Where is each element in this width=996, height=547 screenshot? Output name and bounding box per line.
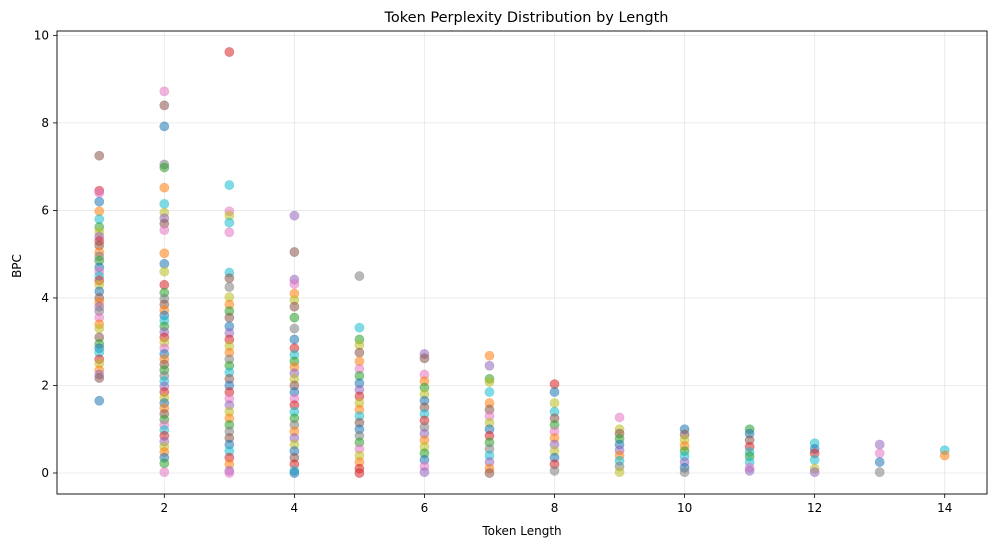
data-point xyxy=(159,248,170,259)
data-point xyxy=(419,467,430,478)
y-tick-label: 6 xyxy=(41,203,49,217)
data-point xyxy=(224,273,235,284)
data-point xyxy=(354,347,365,358)
y-tick-label: 0 xyxy=(41,466,49,480)
plot-frame xyxy=(56,30,988,495)
y-tick-label: 10 xyxy=(34,28,49,42)
data-point xyxy=(159,100,170,111)
data-point xyxy=(289,247,300,257)
data-point xyxy=(94,188,105,198)
x-tick-label: 12 xyxy=(807,501,822,515)
data-point xyxy=(159,182,170,193)
data-point xyxy=(809,454,820,465)
chart-title: Token Perplexity Distribution by Length xyxy=(384,10,669,26)
data-point xyxy=(939,450,950,461)
data-point xyxy=(289,334,300,345)
data-point xyxy=(159,467,170,478)
data-point xyxy=(224,47,235,57)
y-axis-ticks: 0 2 4 6 8 10 xyxy=(34,28,57,480)
data-point xyxy=(224,312,235,323)
data-point xyxy=(549,398,560,408)
data-point xyxy=(484,468,495,478)
y-axis-label: BPC xyxy=(10,254,24,278)
data-point xyxy=(874,457,885,467)
data-point xyxy=(809,467,820,478)
data-point xyxy=(94,373,105,383)
data-point xyxy=(874,467,885,478)
data-point xyxy=(159,162,170,173)
data-point xyxy=(744,465,755,476)
data-point xyxy=(484,377,495,387)
data-point xyxy=(289,312,300,323)
data-point xyxy=(224,282,235,292)
x-tick-label: 10 xyxy=(677,501,692,515)
x-tick-label: 4 xyxy=(291,501,299,515)
data-point xyxy=(484,350,495,361)
data-point xyxy=(159,225,170,236)
data-point xyxy=(159,266,170,277)
data-point xyxy=(224,227,235,238)
x-tick-label: 8 xyxy=(551,501,559,515)
x-tick-label: 14 xyxy=(937,501,952,515)
data-point xyxy=(354,468,365,478)
data-point xyxy=(224,180,235,190)
data-point xyxy=(159,198,170,209)
data-point xyxy=(159,86,170,97)
data-point xyxy=(354,322,365,333)
x-axis-label: Token Length xyxy=(481,524,561,538)
x-tick-label: 2 xyxy=(160,501,168,515)
data-point xyxy=(614,467,625,478)
data-point xyxy=(289,279,300,289)
data-point xyxy=(549,465,560,476)
data-point xyxy=(679,467,690,478)
x-tick-label: 6 xyxy=(421,501,429,515)
data-point xyxy=(484,387,495,397)
data-point xyxy=(354,271,365,281)
y-tick-label: 8 xyxy=(41,116,49,130)
data-points xyxy=(94,47,950,478)
data-point xyxy=(874,448,885,459)
data-point xyxy=(94,395,105,406)
data-point xyxy=(224,217,235,228)
x-axis-ticks: 2 4 6 8 10 12 14 xyxy=(160,494,952,515)
y-tick-label: 4 xyxy=(41,291,49,305)
data-point xyxy=(874,439,885,450)
data-point xyxy=(94,150,105,161)
data-point xyxy=(94,196,105,207)
data-point xyxy=(289,301,300,312)
data-point xyxy=(159,458,170,469)
data-point xyxy=(289,210,300,221)
data-point xyxy=(419,353,430,364)
data-point xyxy=(289,468,300,478)
data-point xyxy=(549,387,560,397)
data-point xyxy=(159,121,170,132)
data-point xyxy=(224,468,235,478)
data-point xyxy=(94,323,105,334)
data-point xyxy=(614,412,625,423)
data-point xyxy=(484,360,495,371)
grid-lines xyxy=(57,31,987,494)
data-point xyxy=(289,323,300,334)
y-tick-label: 2 xyxy=(41,378,49,392)
